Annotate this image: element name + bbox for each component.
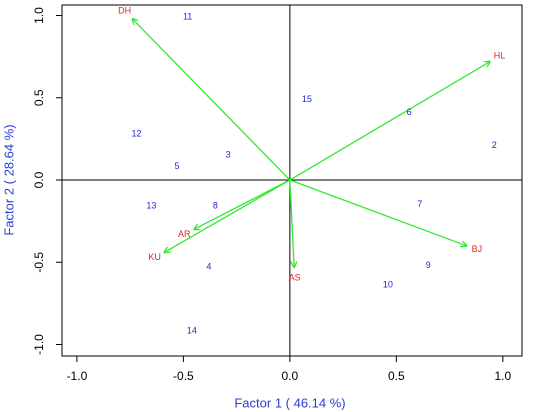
point-label: 7 [417, 199, 422, 209]
y-tick-label: -0.5 [32, 252, 46, 273]
y-tick-label: 0.5 [32, 89, 46, 106]
x-axis-title: Factor 1 ( 46.14 %) [234, 395, 345, 410]
y-tick-label: 0.0 [32, 171, 46, 188]
point-label: 8 [213, 201, 218, 211]
y-tick-label: 1.0 [32, 7, 46, 24]
y-axis-title: Factor 2 ( 28.64 %) [1, 124, 16, 235]
x-tick-label: 1.0 [494, 369, 511, 383]
loading-arrow [132, 19, 291, 181]
loading-arrow [194, 179, 291, 229]
point-label: 6 [407, 107, 412, 117]
loading-label: KU [148, 252, 161, 262]
x-tick-label: 0.0 [282, 369, 299, 383]
loading-arrow [164, 179, 291, 252]
point-label: 9 [426, 260, 431, 270]
loading-label: DH [118, 5, 131, 15]
loading-arrow [289, 62, 490, 181]
loading-label: HL [494, 50, 506, 60]
loading-label: AS [289, 273, 301, 283]
point-label: 15 [302, 94, 312, 104]
loading-label: BJ [472, 244, 483, 254]
point-label: 13 [146, 201, 156, 211]
loading-label: AR [178, 229, 191, 239]
point-label: 14 [187, 326, 197, 336]
point-label: 12 [132, 128, 142, 138]
point-label: 4 [206, 262, 211, 272]
y-tick-label: -1.0 [32, 334, 46, 355]
point-label: 3 [226, 150, 231, 160]
point-label: 2 [492, 140, 497, 150]
point-label: 11 [183, 12, 192, 22]
x-tick-label: -0.5 [173, 369, 194, 383]
loading-arrow [289, 179, 294, 267]
x-tick-label: 0.5 [388, 369, 405, 383]
point-label: 10 [383, 280, 393, 290]
point-label: 5 [174, 161, 179, 171]
loading-arrow [289, 179, 467, 246]
x-tick-label: -1.0 [67, 369, 88, 383]
